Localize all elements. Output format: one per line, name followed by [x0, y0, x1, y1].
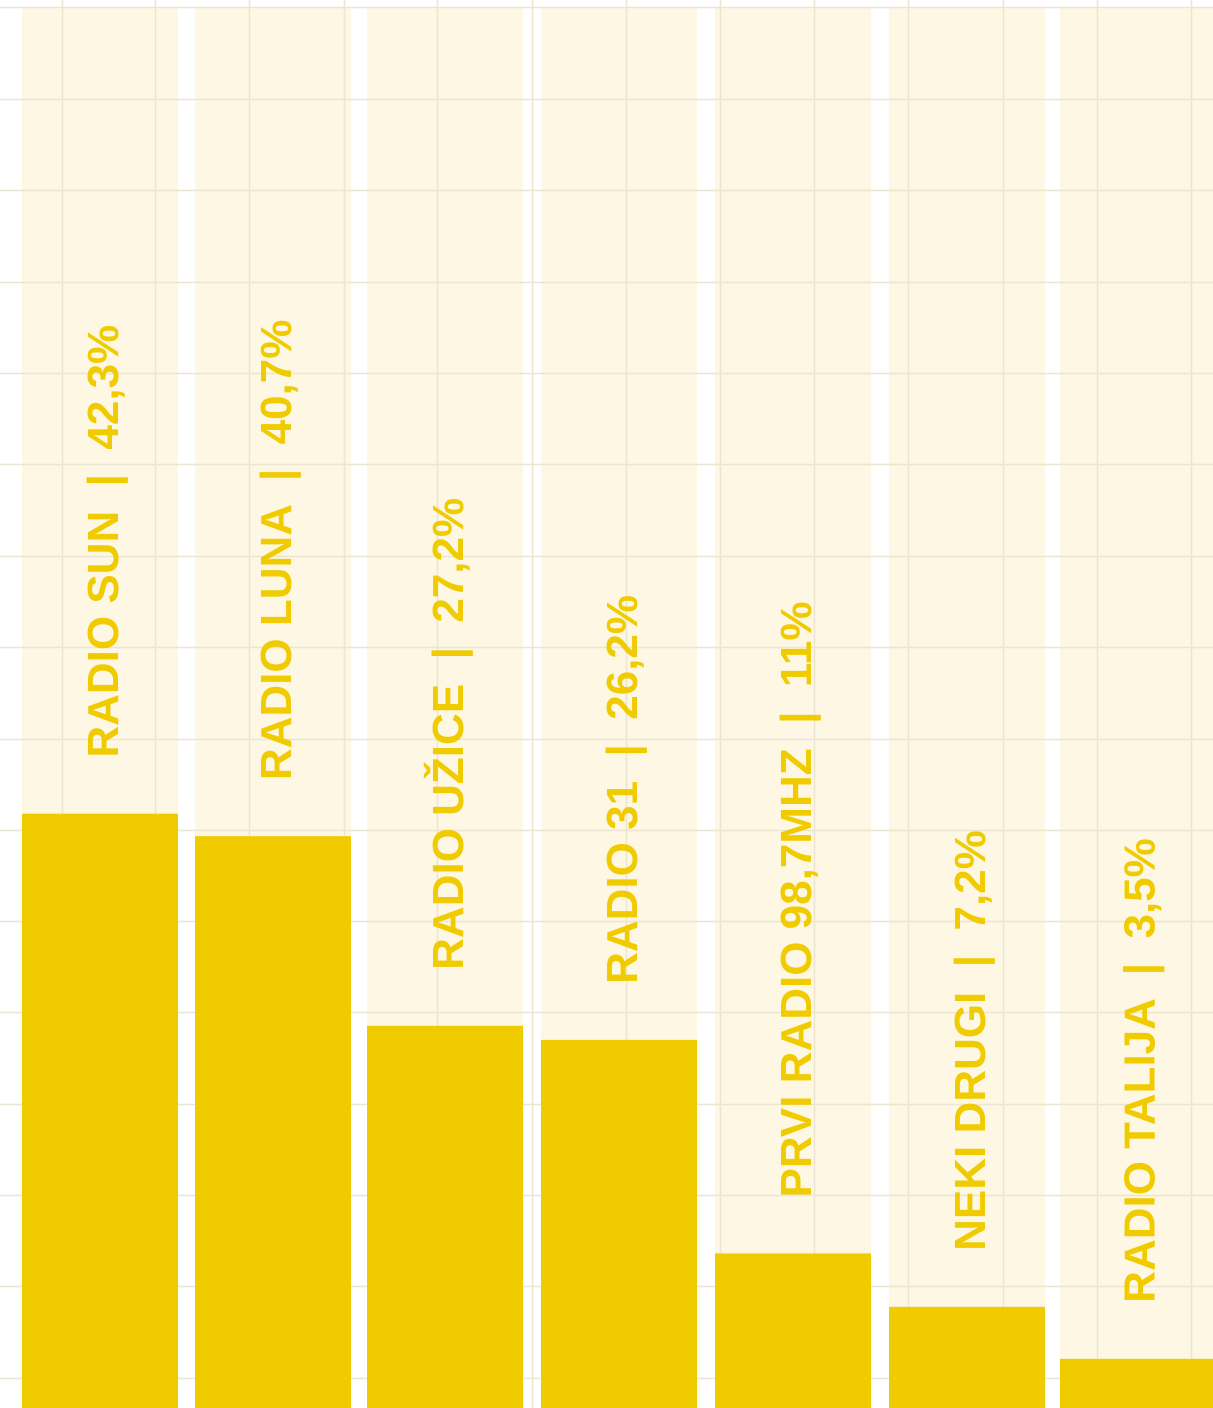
- bar-label: RADIO 31 | 26,2%: [598, 595, 648, 984]
- bar-label: RADIO TALIJA | 3,5%: [1116, 838, 1166, 1303]
- bar: [889, 1306, 1045, 1408]
- bar-label: NEKI DRUGI | 7,2%: [946, 830, 996, 1251]
- bar-label: RADIO UŽICE | 27,2%: [423, 498, 474, 970]
- bar-label: PRVI RADIO 98,7MHZ | 11%: [772, 602, 822, 1198]
- bar-track: [889, 8, 1045, 1408]
- bar: [367, 1025, 523, 1408]
- bar-label: RADIO SUN | 42,3%: [79, 325, 129, 758]
- bar: [22, 813, 178, 1408]
- bar: [1060, 1358, 1213, 1408]
- bars: [22, 813, 1213, 1408]
- bar: [195, 836, 351, 1408]
- bar-label: RADIO LUNA | 40,7%: [252, 320, 302, 781]
- bar-tracks: [22, 8, 1213, 1408]
- bar: [541, 1039, 697, 1408]
- bar-track: [715, 8, 871, 1408]
- bar-labels: RADIO SUN | 42,3% RADIO LUNA | 40,7% RADIO…: [79, 320, 1166, 1303]
- bar-track: [1060, 8, 1213, 1408]
- bar: [715, 1253, 871, 1408]
